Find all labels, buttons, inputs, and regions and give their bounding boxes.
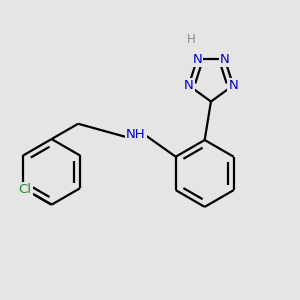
Text: N: N — [184, 79, 194, 92]
Text: H: H — [187, 33, 196, 46]
Text: Cl: Cl — [19, 183, 32, 196]
Text: N: N — [220, 53, 230, 66]
Text: N: N — [228, 79, 238, 92]
Text: N: N — [192, 53, 202, 66]
Text: NH: NH — [126, 128, 146, 141]
